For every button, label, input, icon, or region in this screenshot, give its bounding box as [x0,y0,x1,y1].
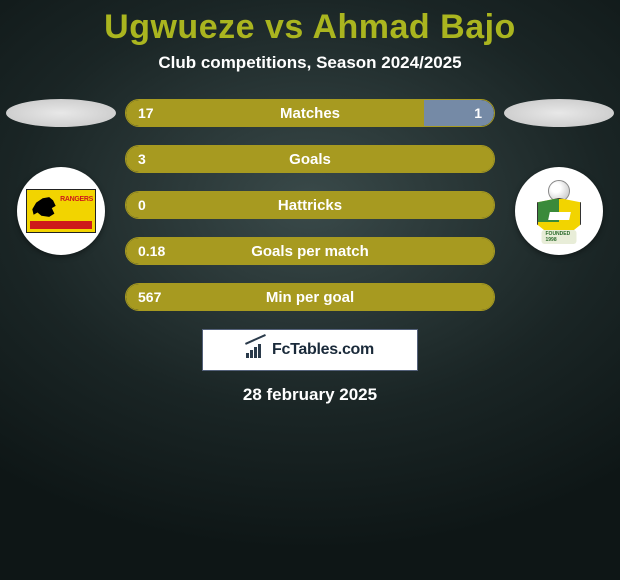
badge-banner-text: FOUNDED 1998 [542,230,577,244]
left-club-badge: RANGERS [17,167,105,255]
badge-stripe [30,221,92,229]
stat-fill-left [126,100,424,126]
stat-value-left: 0 [138,197,146,213]
right-player-photo-placeholder [504,99,614,127]
rangers-badge-graphic: RANGERS [26,189,96,233]
subtitle: Club competitions, Season 2024/2025 [0,53,620,73]
stat-bar: 3 Goals [125,145,495,173]
left-player-photo-placeholder [6,99,116,127]
stat-value-left: 0.18 [138,243,165,259]
left-player-column: RANGERS [1,99,121,255]
right-badge-graphic: FOUNDED 1998 [524,176,594,246]
page-title: Ugwueze vs Ahmad Bajo [0,8,620,47]
right-club-badge: FOUNDED 1998 [515,167,603,255]
stat-bar: 0.18 Goals per match [125,237,495,265]
main-row: RANGERS 17 1 Matches 3 Goals 0 Hattricks 0.18 Go… [0,99,620,311]
comparison-card: Ugwueze vs Ahmad Bajo Club competitions,… [0,0,620,580]
stat-label: Hattricks [278,197,342,214]
stat-bar: 17 1 Matches [125,99,495,127]
stats-column: 17 1 Matches 3 Goals 0 Hattricks 0.18 Goals per … [125,99,495,311]
stat-value-left: 17 [138,105,154,121]
date-label: 28 february 2025 [243,385,377,405]
stat-fill-right [424,100,494,126]
brand-name: FcTables.com [272,341,374,359]
stat-bar: 0 Hattricks [125,191,495,219]
stat-bar: 567 Min per goal [125,283,495,311]
stat-value-right: 1 [474,105,482,121]
stat-label: Min per goal [266,289,354,306]
stat-label: Goals per match [251,243,369,260]
stat-label: Matches [280,105,340,122]
right-player-column: FOUNDED 1998 [499,99,619,255]
stat-label: Goals [289,151,331,168]
panther-icon [31,196,57,218]
stat-value-left: 567 [138,289,161,305]
rangers-badge-text: RANGERS [60,196,93,203]
bar-chart-icon [246,342,266,358]
stat-value-left: 3 [138,151,146,167]
brand-logo-box[interactable]: FcTables.com [202,329,418,371]
footer: FcTables.com 28 february 2025 [0,329,620,405]
